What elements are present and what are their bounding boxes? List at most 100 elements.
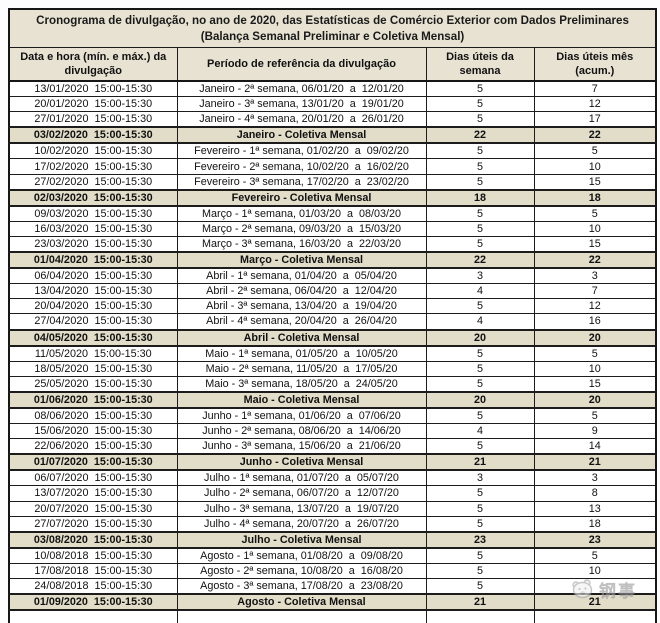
reference-period-cell: Abril - 1ª semana, 01/04/20 a 05/04/20 — [176, 267, 427, 285]
reference-period-cell: Março - 3ª semana, 16/03/20 a 22/03/20 — [176, 235, 427, 253]
release-datetime-cell: 09/03/2020 15:00-15:30 — [8, 205, 178, 222]
week-business-days-cell: 22 — [425, 126, 535, 145]
table-body: 13/01/2020 15:00-15:30 Janeiro - 2ª sema… — [8, 80, 657, 623]
reference-period-cell: Julho - 3ª semana, 13/07/20 a 19/07/20 — [176, 500, 427, 517]
table-row: 03/02/2020 15:00-15:30 Janeiro - Coletiv… — [8, 126, 657, 145]
reference-period-cell: Fevereiro - 2ª semana, 10/02/20 a 16/02/… — [176, 158, 427, 175]
table-row: 01/07/2020 15:00-15:30 Junho - Coletiva … — [8, 453, 657, 472]
title-row: Cronograma de divulgação, no ano de 2020… — [8, 8, 657, 48]
column-header-month-business-days: Dias úteis mês (acum.) — [533, 47, 657, 82]
reference-period-cell: Agosto - 2ª semana, 10/08/20 a 16/08/20 — [176, 562, 427, 580]
release-datetime-cell: 13/04/2020 15:00-15:30 — [8, 283, 178, 300]
week-business-days-cell: 4 — [425, 423, 535, 440]
month-business-days-cell: 3 — [533, 469, 657, 487]
month-business-days-cell: 10 — [533, 360, 657, 377]
reference-period-cell: Março - 1ª semana, 01/03/20 a 08/03/20 — [176, 205, 427, 222]
month-business-days-cell: 5 — [533, 142, 657, 160]
release-datetime-cell: 17/02/2020 15:00-15:30 — [8, 158, 178, 175]
column-header-release-datetime: Data e hora (mín. e máx.) da divulgação — [8, 47, 178, 82]
table-row: 27/02/2020 15:00-15:30 Fevereiro - 3ª se… — [8, 173, 657, 191]
release-datetime-cell: 27/07/2020 15:00-15:30 — [8, 515, 178, 533]
reference-period-cell: Julho - 1ª semana, 01/07/20 a 05/07/20 — [176, 469, 427, 487]
reference-period-cell: Fevereiro - Coletiva Mensal — [176, 188, 427, 207]
month-business-days-cell: 15 — [533, 375, 657, 393]
release-datetime-cell: 27/02/2020 15:00-15:30 — [8, 173, 178, 191]
week-business-days-cell: 5 — [425, 562, 535, 580]
reference-period-cell: Julho - 4ª semana, 20/07/20 a 26/07/20 — [176, 515, 427, 533]
month-business-days-cell: 21 — [533, 453, 657, 472]
table-row: 20/04/2020 15:00-15:30 Abril - 3ª semana… — [8, 298, 657, 315]
month-business-days-cell: 15 — [533, 235, 657, 253]
week-business-days-cell: 5 — [425, 142, 535, 160]
reference-period-cell: Abril - 3ª semana, 13/04/20 a 19/04/20 — [176, 298, 427, 315]
week-business-days-cell: 5 — [425, 547, 535, 564]
table-row: 06/04/2020 15:00-15:30 Abril - 1ª semana… — [8, 267, 657, 285]
release-datetime-cell: 17/08/2018 15:00-15:30 — [8, 562, 178, 580]
week-business-days-cell: 5 — [425, 345, 535, 362]
release-datetime-cell: 08/06/2020 15:00-15:30 — [8, 407, 178, 425]
month-business-days-cell — [533, 609, 657, 623]
week-business-days-cell: 20 — [425, 390, 535, 409]
release-datetime-cell: 04/05/2020 15:00-15:30 — [8, 328, 178, 347]
table-title: Cronograma de divulgação, no ano de 2020… — [8, 8, 657, 48]
column-header-row: Data e hora (mín. e máx.) da divulgação … — [8, 47, 657, 82]
month-business-days-cell — [533, 578, 657, 595]
table-row: 25/05/2020 15:00-15:30 Maio - 3ª semana,… — [8, 375, 657, 393]
month-business-days-cell: 17 — [533, 111, 657, 128]
release-datetime-cell: 01/04/2020 15:00-15:30 — [8, 251, 178, 270]
table-row: 08/06/2020 15:00-15:30 Junho - 1ª semana… — [8, 407, 657, 425]
week-business-days-cell — [425, 609, 535, 623]
release-datetime-cell: 24/08/2018 15:00-15:30 — [8, 578, 178, 595]
release-datetime-cell: 01/09/2020 15:00-15:30 — [8, 593, 178, 612]
release-datetime-cell: 22/06/2020 15:00-15:30 — [8, 438, 178, 455]
release-datetime-cell: 23/03/2020 15:00-15:30 — [8, 235, 178, 253]
reference-period-cell: Julho - 2ª semana, 06/07/20 a 12/07/20 — [176, 485, 427, 502]
month-business-days-cell: 5 — [533, 547, 657, 564]
reference-period-cell: Maio - 3ª semana, 18/05/20 a 24/05/20 — [176, 375, 427, 393]
reference-period-cell: Janeiro - 3ª semana, 13/01/20 a 19/01/20 — [176, 96, 427, 113]
reference-period-cell: Agosto - 1ª semana, 01/08/20 a 09/08/20 — [176, 547, 427, 564]
month-business-days-cell: 22 — [533, 251, 657, 270]
release-datetime-cell: 01/06/2020 15:00-15:30 — [8, 390, 178, 409]
release-datetime-cell: 03/02/2020 15:00-15:30 — [8, 126, 178, 145]
release-schedule-table-container: Cronograma de divulgação, no ano de 2020… — [8, 8, 658, 623]
reference-period-cell: Agosto - 3ª semana, 17/08/20 a 23/08/20 — [176, 578, 427, 595]
release-datetime-cell: 20/01/2020 15:00-15:30 — [8, 96, 178, 113]
month-business-days-cell: 10 — [533, 158, 657, 175]
month-business-days-cell: 5 — [533, 345, 657, 362]
release-datetime-cell: 06/07/2020 15:00-15:30 — [8, 469, 178, 487]
reference-period-cell: Junho - 2ª semana, 08/06/20 a 14/06/20 — [176, 423, 427, 440]
release-datetime-cell: 20/07/2020 15:00-15:30 — [8, 500, 178, 517]
week-business-days-cell: 3 — [425, 469, 535, 487]
reference-period-cell — [176, 609, 427, 623]
release-datetime-cell — [8, 609, 178, 623]
week-business-days-cell: 5 — [425, 360, 535, 377]
table-row: 01/06/2020 15:00-15:30 Maio - Coletiva M… — [8, 390, 657, 409]
reference-period-cell: Fevereiro - 1ª semana, 01/02/20 a 09/02/… — [176, 142, 427, 160]
table-row: 03/08/2020 15:00-15:30 Julho - Coletiva … — [8, 530, 657, 549]
reference-period-cell: Maio - Coletiva Mensal — [176, 390, 427, 409]
release-datetime-cell: 15/06/2020 15:00-15:30 — [8, 423, 178, 440]
table-row: 20/01/2020 15:00-15:30 Janeiro - 3ª sema… — [8, 96, 657, 113]
reference-period-cell: Junho - 1ª semana, 01/06/20 a 07/06/20 — [176, 407, 427, 425]
month-business-days-cell: 18 — [533, 188, 657, 207]
week-business-days-cell: 5 — [425, 407, 535, 425]
reference-period-cell: Maio - 2ª semana, 11/05/20 a 17/05/20 — [176, 360, 427, 377]
table-row: 09/03/2020 15:00-15:30 Março - 1ª semana… — [8, 205, 657, 222]
week-business-days-cell: 5 — [425, 515, 535, 533]
table-row: 13/01/2020 15:00-15:30 Janeiro - 2ª sema… — [8, 80, 657, 98]
week-business-days-cell: 4 — [425, 283, 535, 300]
month-business-days-cell: 20 — [533, 390, 657, 409]
reference-period-cell: Agosto - Coletiva Mensal — [176, 593, 427, 612]
reference-period-cell: Maio - 1ª semana, 01/05/20 a 10/05/20 — [176, 345, 427, 362]
week-business-days-cell: 5 — [425, 158, 535, 175]
month-business-days-cell: 21 — [533, 593, 657, 612]
reference-period-cell: Julho - Coletiva Mensal — [176, 530, 427, 549]
week-business-days-cell: 5 — [425, 96, 535, 113]
table-row: 13/04/2020 15:00-15:30 Abril - 2ª semana… — [8, 283, 657, 300]
release-datetime-cell: 27/01/2020 15:00-15:30 — [8, 111, 178, 128]
table-row: 01/04/2020 15:00-15:30 Março - Coletiva … — [8, 251, 657, 270]
month-business-days-cell: 13 — [533, 500, 657, 517]
month-business-days-cell: 10 — [533, 562, 657, 580]
column-header-week-business-days: Dias úteis da semana — [425, 47, 535, 82]
